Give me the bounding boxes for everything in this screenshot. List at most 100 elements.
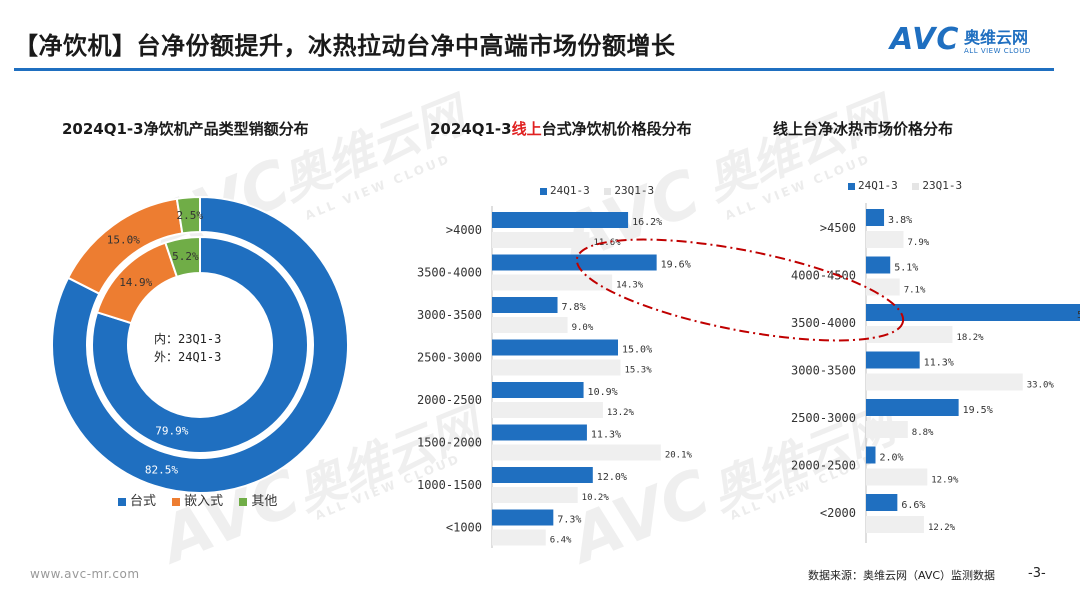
donut-outer-label-other: 2.5% [177,209,204,222]
page-title: 【净饮机】台净份额提升，冰热拉动台净中高端市场份额增长 [14,32,676,60]
donut-inner-slice-desktop [91,235,309,454]
category-label: 3000-3500 [791,364,856,378]
bar-24q1-3 [866,351,920,369]
bar-value-label: 6.6% [901,500,925,511]
legend-item-embedded: 嵌入式 [172,494,223,509]
bar-23q1-3 [866,326,953,343]
price-bar-chart: >4000 16.2% 11.6% 3500-4000 19.6% 14.3% 3000-3… [417,206,693,548]
bar-value-label: 51.6% [1077,310,1080,321]
legend-label: 24Q1-3 [858,179,898,192]
bar-23q1-3 [866,421,908,438]
bar-24q1-3 [492,297,558,313]
legend-swatch [239,497,248,506]
doughnut-chart: 82.5% 15.0% 2.5% 79.9% 14.9% 5.2% 内：23Q1-3 外：24… [51,195,349,494]
legend-swatch [172,497,181,506]
bar-value-label: 12.2% [928,523,956,533]
bar-24q1-3 [492,382,584,398]
legend-swatch [118,497,126,506]
bar-value-label: 12.0% [597,472,627,483]
bar-value-label: 19.6% [661,260,691,271]
bar-24q1-3 [866,304,1080,321]
bar-value-label: 10.9% [588,387,618,398]
bar-value-label: 2.0% [880,453,904,464]
bar-24q1-3 [866,209,885,226]
footer-source: 数据来源：奥维云网（AVC）监测数据 [808,569,996,582]
chart2-title-part1: 2024Q1-3 [430,120,512,138]
logo-en: ALL VIEW CLOUD [964,47,1031,55]
category-label: 2000-2500 [791,459,856,473]
bar-value-label: 19.5% [963,405,993,416]
bar-23q1-3 [866,468,928,486]
bar-23q1-3 [492,274,613,291]
donut-inner-slice-other [164,235,201,279]
bar-value-label: 11.6% [593,238,621,248]
bar-value-label: 11.3% [591,430,621,441]
bar-23q1-3 [866,516,924,533]
bar-23q1-3 [492,402,603,418]
legend-swatch [604,187,612,195]
legend-item-24: 24Q1-3 [848,179,898,192]
chart2-legend: 24Q1-3 23Q1-3 [540,184,662,197]
bar-value-label: 7.8% [562,302,586,313]
bar-23q1-3 [866,278,900,296]
legend-label: 嵌入式 [184,494,224,509]
bar-24q1-3 [866,399,959,416]
bar-value-label: 15.3% [625,366,653,376]
category-label: 1500-2000 [417,436,482,450]
bar-value-label: 12.9% [931,476,959,486]
header-rule [14,68,1054,71]
bar-value-label: 20.1% [665,451,693,461]
legend-item-23: 23Q1-3 [604,184,654,197]
bar-24q1-3 [492,424,587,441]
logo-text: AVC [890,22,960,57]
bar-value-label: 10.2% [582,493,610,503]
bar-24q1-3 [866,494,898,511]
avc-logo: AVC 奥维云网 ALL VIEW CLOUD [890,22,1060,62]
donut-outer-label-embedded: 15.0% [107,233,140,246]
bar-23q1-3 [492,359,621,376]
bar-value-label: 16.2% [632,217,662,228]
bar-23q1-3 [492,444,661,461]
category-label: 4000-4500 [791,269,856,283]
bar-value-label: 13.2% [607,408,635,418]
legend-label: 23Q1-3 [614,184,655,197]
bar-24q1-3 [492,509,554,526]
donut-inner-label-desktop: 79.9% [155,424,188,437]
chart2-title-part2: 线上 [511,120,542,138]
bar-23q1-3 [866,373,1023,391]
bar-value-label: 7.1% [904,286,926,296]
logo-cn: 奥维云网 [964,28,1029,47]
pie-legend: 台式 嵌入式 其他 [118,490,289,509]
bar-23q1-3 [492,232,590,248]
donut-center-inner-label: 内：23Q1-3 [154,332,221,346]
bar-24q1-3 [492,467,593,483]
bar-23q1-3 [492,317,568,333]
bar-value-label: 8.8% [912,428,934,438]
bar-value-label: 15.0% [622,345,652,356]
bar-value-label: 14.3% [616,281,644,291]
donut-center-outer-label: 外：24Q1-3 [154,350,221,364]
bar-value-label: 7.3% [557,515,581,526]
bar-24q1-3 [492,254,657,271]
chart3-legend: 24Q1-3 23Q1-3 [848,179,970,192]
donut-outer-label-desktop: 82.5% [145,464,178,477]
category-label: 2500-3000 [791,411,856,425]
bar-value-label: 11.3% [924,358,954,369]
legend-label: 24Q1-3 [550,184,590,197]
category-label: 2000-2500 [417,393,482,407]
donut-inner-label-other: 5.2% [172,250,199,263]
donut-inner-label-embedded: 14.9% [119,276,152,289]
footer-website: www.avc-mr.com [30,567,140,581]
legend-item-other: 其他 [239,494,277,509]
legend-label: 其他 [251,494,278,509]
cold-hot-bar-chart: >4500 3.8% 7.9% 4000-4500 5.1% 7.1% 3500-4000 5… [791,203,1080,543]
legend-item-24: 24Q1-3 [540,184,590,197]
donut-outer-slice-other [175,195,201,235]
bar-value-label: 7.9% [908,238,930,248]
chart1-title: 2024Q1-3净饮机产品类型销额分布 [62,120,309,138]
bar-value-label: 6.4% [550,536,572,546]
category-label: <2000 [820,506,856,520]
bar-value-label: 9.0% [572,323,594,333]
donut-outer-slice-desktop [51,195,349,494]
chart2-title: 2024Q1-3线上台式净饮机价格段分布 [430,118,692,139]
